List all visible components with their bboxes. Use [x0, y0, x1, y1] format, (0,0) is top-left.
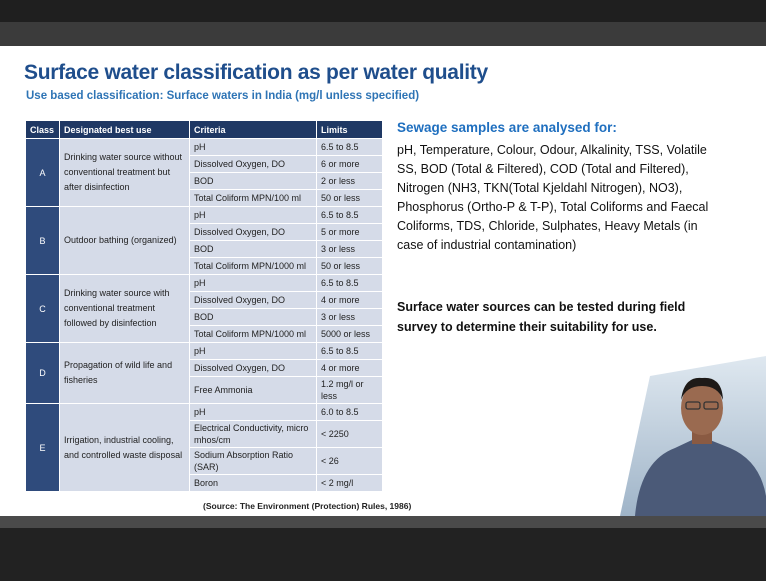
- limit-cell: 50 or less: [316, 257, 383, 275]
- class-cell: B: [25, 206, 60, 275]
- criteria-cell: Boron: [189, 474, 317, 492]
- table-row: Dissolved Oxygen, DO 4 or more: [26, 359, 383, 377]
- criteria-cell: Dissolved Oxygen, DO: [189, 223, 317, 241]
- table-row: Total Coliform MPN/1000 ml 50 or less: [26, 257, 383, 275]
- bottom-band: [0, 528, 766, 581]
- sewage-text: pH, Temperature, Colour, Odour, Alkalini…: [397, 143, 709, 252]
- criteria-cell: BOD: [189, 172, 317, 190]
- limit-cell: 6.5 to 8.5: [316, 138, 383, 156]
- limit-cell: 4 or more: [316, 291, 383, 309]
- limit-cell: 6.5 to 8.5: [316, 206, 383, 224]
- limit-cell: 50 or less: [316, 189, 383, 207]
- presenter-shirt: [635, 440, 766, 516]
- use-cell: Propagation of wild life and fisheries: [59, 342, 190, 404]
- limit-cell: 3 or less: [316, 308, 383, 326]
- table-row: B Outdoor bathing (organized) pH 6.5 to 8.5: [25, 206, 383, 275]
- criteria-cell: pH: [189, 206, 317, 224]
- limit-cell: 6.5 to 8.5: [316, 274, 383, 292]
- criteria-cell: Dissolved Oxygen, DO: [189, 155, 317, 173]
- sewage-heading: Sewage samples are analysed for:: [397, 120, 617, 135]
- top-band: [0, 0, 766, 22]
- limit-cell: 1.2 mg/l or less: [316, 376, 383, 404]
- note: Surface water sources can be tested duri…: [397, 300, 686, 334]
- class-cell: E: [25, 403, 60, 492]
- table-row: Dissolved Oxygen, DO 5 or more: [26, 223, 383, 241]
- source: (Source: The Environment (Protection) Ru…: [203, 501, 412, 511]
- presenter-head: [681, 381, 723, 435]
- limit-cell: 5 or more: [316, 223, 383, 241]
- criteria-cell: pH: [189, 403, 317, 421]
- limit-cell: < 2 mg/l: [316, 474, 383, 492]
- header-cell: Class: [25, 120, 60, 139]
- classification-table: Class Designated best use Criteria Limits A…: [25, 120, 383, 492]
- limit-cell: 5000 or less: [316, 325, 383, 343]
- criteria-cell: pH: [189, 274, 317, 292]
- criteria-cell: pH: [189, 138, 317, 156]
- table-row: A Drinking water source without conventio…: [25, 138, 383, 207]
- use-cell: Outdoor bathing (organized): [59, 206, 190, 275]
- limit-cell: 6 or more: [316, 155, 383, 173]
- criteria-cell: Dissolved Oxygen, DO: [189, 291, 317, 309]
- limit-cell: 4 or more: [316, 359, 383, 377]
- header-cell: Designated best use: [59, 120, 190, 139]
- table-row: E Irrigation, industrial cooling, and con…: [25, 403, 383, 492]
- presenter-glasses: [685, 401, 701, 410]
- header-cell: Limits: [316, 120, 383, 139]
- presenter-glasses: [703, 401, 719, 410]
- criteria-cell: Electrical Conductivity, micro mhos/cm: [189, 420, 317, 448]
- bottom-band: [0, 516, 766, 528]
- criteria-cell: pH: [189, 342, 317, 360]
- criteria-cell: Total Coliform MPN/100 ml: [189, 189, 317, 207]
- use-cell: Drinking water source without convention…: [59, 138, 190, 207]
- limit-cell: < 26: [316, 447, 383, 475]
- criteria-cell: Total Coliform MPN/1000 ml: [189, 257, 317, 275]
- class-cell: D: [25, 342, 60, 404]
- criteria-cell: Sodium Absorption Ratio (SAR): [189, 447, 317, 475]
- header-cell: Criteria: [189, 120, 317, 139]
- limit-cell: < 2250: [316, 420, 383, 448]
- table-row: D Propagation of wild life and fisheries p…: [25, 342, 383, 404]
- limit-cell: 2 or less: [316, 172, 383, 190]
- limit-cell: 3 or less: [316, 240, 383, 258]
- limit-cell: 6.0 to 8.5: [316, 403, 383, 421]
- limit-cell: 6.5 to 8.5: [316, 342, 383, 360]
- use-cell: Drinking water source with conventional …: [59, 274, 190, 343]
- title: Surface water classification as per wate…: [24, 61, 488, 84]
- subtitle: Use based classification: Surface waters…: [26, 90, 420, 102]
- criteria-cell: BOD: [189, 240, 317, 258]
- table-row: C Drinking water source with conventional…: [25, 274, 383, 343]
- criteria-cell: Total Coliform MPN/1000 ml: [189, 325, 317, 343]
- slide: Surface water classification as per wate…: [0, 46, 766, 516]
- table-row: Sodium Absorption Ratio (SAR) < 26: [26, 447, 383, 475]
- table-row: Free Ammonia 1.2 mg/l or less: [26, 376, 383, 404]
- table-row: Dissolved Oxygen, DO 4 or more: [26, 291, 383, 309]
- criteria-cell: BOD: [189, 308, 317, 326]
- table-row: Boron < 2 mg/l: [26, 474, 383, 492]
- use-cell: Irrigation, industrial cooling, and cont…: [59, 403, 190, 492]
- criteria-cell: Free Ammonia: [189, 376, 317, 404]
- header-row: Class Designated best use Criteria Limits: [25, 120, 383, 139]
- table-row: Total Coliform MPN/100 ml 50 or less: [26, 189, 383, 207]
- table-row: Dissolved Oxygen, DO 6 or more: [26, 155, 383, 173]
- presenter-hair: [681, 377, 723, 400]
- class-cell: C: [25, 274, 60, 343]
- table-row: BOD 3 or less: [26, 240, 383, 258]
- table-body: A Drinking water source without conventio…: [25, 138, 383, 492]
- presenter: [620, 356, 766, 516]
- criteria-cell: Dissolved Oxygen, DO: [189, 359, 317, 377]
- class-cell: A: [25, 138, 60, 207]
- top-band: [0, 22, 766, 46]
